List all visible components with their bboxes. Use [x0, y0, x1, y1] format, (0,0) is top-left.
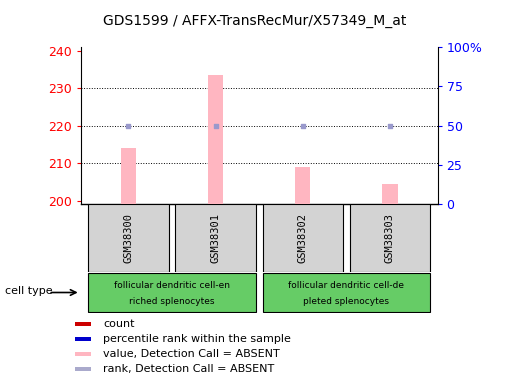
Bar [207, 75, 223, 204]
Text: GSM38301: GSM38301 [210, 213, 220, 263]
Text: count: count [103, 319, 134, 329]
Text: follicular dendritic cell-en: follicular dendritic cell-en [114, 280, 230, 290]
Bar [75, 368, 91, 371]
Bar [381, 184, 397, 204]
Text: GSM38300: GSM38300 [123, 213, 133, 263]
Bar [349, 204, 429, 272]
Bar [294, 167, 310, 204]
Text: rank, Detection Call = ABSENT: rank, Detection Call = ABSENT [103, 364, 274, 374]
Text: cell type: cell type [5, 286, 52, 296]
Text: pleted splenocytes: pleted splenocytes [302, 297, 388, 306]
Text: GSM38303: GSM38303 [384, 213, 394, 263]
Text: follicular dendritic cell-de: follicular dendritic cell-de [288, 280, 403, 290]
Bar [75, 337, 91, 341]
Bar [121, 148, 136, 204]
Bar [175, 204, 255, 272]
Bar [262, 273, 429, 312]
Bar [75, 352, 91, 356]
Text: value, Detection Call = ABSENT: value, Detection Call = ABSENT [103, 349, 279, 359]
Point [298, 123, 306, 129]
Bar [88, 204, 168, 272]
Bar [75, 322, 91, 326]
Text: GDS1599 / AFFX-TransRecMur/X57349_M_at: GDS1599 / AFFX-TransRecMur/X57349_M_at [103, 13, 406, 28]
Text: riched splenocytes: riched splenocytes [129, 297, 214, 306]
Bar [88, 273, 255, 312]
Text: GSM38302: GSM38302 [297, 213, 307, 263]
Text: percentile rank within the sample: percentile rank within the sample [103, 334, 291, 344]
Point [385, 123, 393, 129]
Point [211, 123, 219, 129]
Bar [262, 204, 342, 272]
Point [124, 123, 132, 129]
